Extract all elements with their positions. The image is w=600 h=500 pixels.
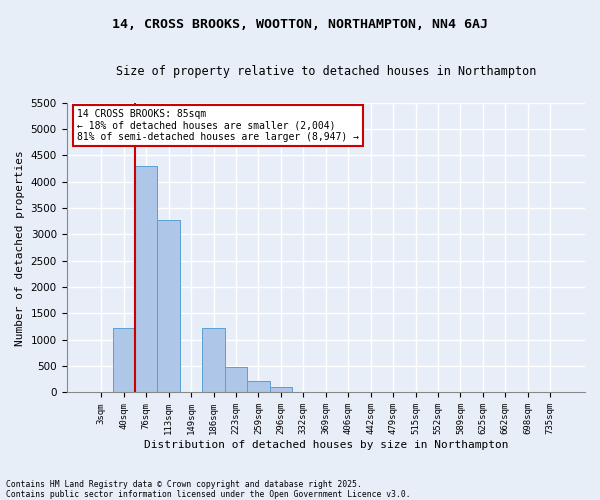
Bar	[135, 166, 157, 392]
Y-axis label: Number of detached properties: Number of detached properties	[15, 150, 25, 346]
Text: 14 CROSS BROOKS: 85sqm
← 18% of detached houses are smaller (2,004)
81% of semi-: 14 CROSS BROOKS: 85sqm ← 18% of detached…	[77, 108, 359, 142]
Bar	[225, 366, 247, 392]
Bar	[157, 220, 180, 392]
Bar	[113, 328, 135, 392]
Text: Contains public sector information licensed under the Open Government Licence v3: Contains public sector information licen…	[6, 490, 410, 499]
Bar	[247, 381, 269, 392]
Title: Size of property relative to detached houses in Northampton: Size of property relative to detached ho…	[116, 65, 536, 78]
Text: Contains HM Land Registry data © Crown copyright and database right 2025.: Contains HM Land Registry data © Crown c…	[6, 480, 362, 489]
Text: 14, CROSS BROOKS, WOOTTON, NORTHAMPTON, NN4 6AJ: 14, CROSS BROOKS, WOOTTON, NORTHAMPTON, …	[112, 18, 488, 30]
Bar	[269, 386, 292, 392]
Bar	[202, 328, 225, 392]
X-axis label: Distribution of detached houses by size in Northampton: Distribution of detached houses by size …	[143, 440, 508, 450]
